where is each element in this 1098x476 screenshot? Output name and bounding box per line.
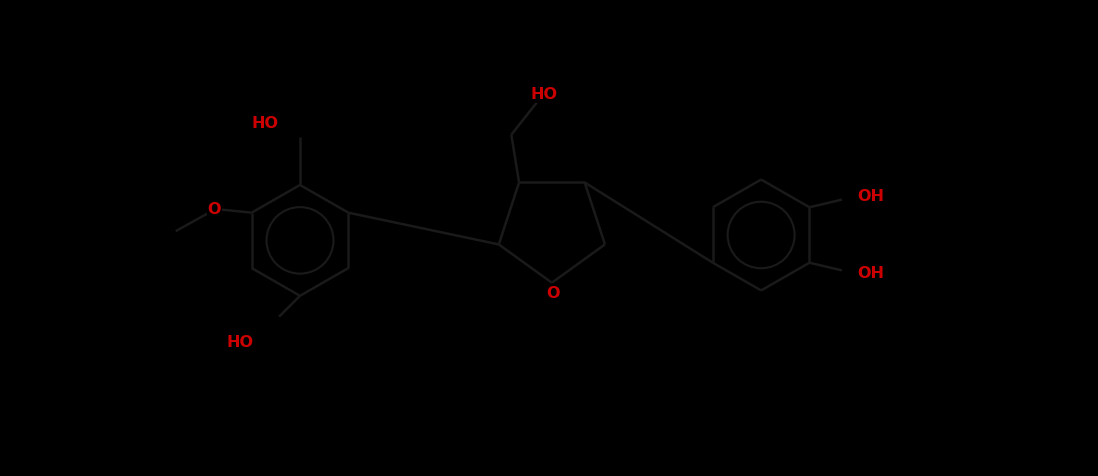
Text: OH: OH [858,189,885,204]
Text: HO: HO [530,87,558,102]
Text: O: O [547,286,560,301]
Text: HO: HO [251,116,278,131]
Text: O: O [208,202,221,217]
Text: OH: OH [858,266,885,281]
Text: HO: HO [226,335,254,349]
